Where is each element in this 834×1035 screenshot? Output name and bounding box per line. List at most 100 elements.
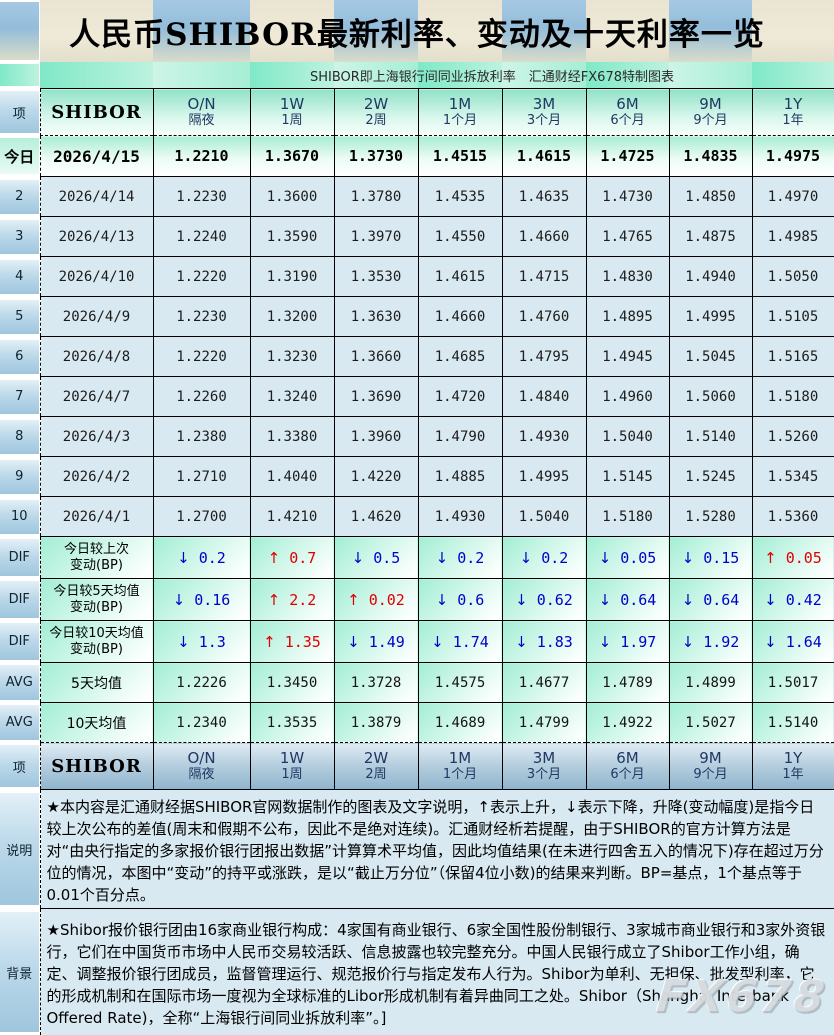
tenor-cn: 1个月 — [442, 113, 478, 128]
trend-arrow-icon: ↓ — [598, 590, 612, 609]
rate-cell: 1.5040 — [585, 416, 670, 457]
tenor-header: 9M 9个月 — [668, 88, 753, 136]
today-row: 今日 2026/4/15 1.2210 1.3670 1.3730 1.4515… — [0, 135, 834, 177]
dif-value: 0.2 — [198, 548, 226, 567]
row-index-chip: 8 — [0, 419, 39, 454]
dif-value: 1.64 — [785, 632, 822, 651]
title-stripe — [418, 0, 502, 62]
trend-arrow-icon: ↓ — [431, 632, 444, 651]
dif-label-line2: 变动(BP) — [70, 599, 123, 615]
trend-arrow-icon: ↓ — [681, 548, 695, 567]
dif-value: 0.64 — [620, 590, 657, 609]
rate-row: 8 2026/4/3 1.2380 1.3380 1.3960 1.4790 1… — [0, 416, 834, 457]
rate-cell: 1.4895 — [585, 296, 670, 337]
tenor-code: 3M — [532, 749, 556, 767]
rate-cell: 1.4730 — [585, 176, 670, 217]
rate-cell: 1.3730 — [333, 135, 419, 177]
dif-label-line2: 变动(BP) — [70, 641, 123, 657]
rate-cell: 1.2240 — [152, 216, 251, 257]
title-stripe — [334, 0, 418, 62]
date-cell: 2026/4/7 — [39, 376, 154, 417]
tenor-code: 1W — [279, 749, 305, 767]
rate-cell: 1.4615 — [417, 256, 503, 297]
date-cell: 2026/4/14 — [39, 176, 154, 217]
rate-cell: 1.4985 — [751, 216, 834, 257]
dif-value: 0.64 — [703, 590, 740, 609]
rate-cell: 1.4995 — [668, 296, 753, 337]
avg-cell: 1.2226 — [152, 662, 251, 703]
dif-cell: ↓ 1.83 — [501, 620, 587, 663]
dif-row: DIF 今日较上次 变动(BP) ↓ 0.2 ↑ 0.7 ↓ 0.5 ↓ 0.2 ↓ 0.2… — [0, 536, 834, 579]
avg-cell: 1.4575 — [417, 662, 503, 703]
rate-cell: 1.4515 — [417, 135, 503, 177]
tenor-header: O/N 隔夜 — [152, 88, 251, 136]
shibor-header: SHIBOR — [39, 88, 154, 136]
dif-label-line2: 变动(BP) — [70, 557, 123, 573]
rate-cell: 1.2220 — [152, 336, 251, 377]
tenor-code: 1M — [448, 95, 472, 113]
rate-cell: 1.4210 — [249, 496, 335, 537]
rate-cell: 1.4885 — [417, 456, 503, 497]
title-stripe — [250, 0, 334, 62]
tenor-code: 2W — [363, 749, 389, 767]
dif-label: 今日较10天均值 变动(BP) — [39, 620, 154, 663]
tenor-code: 2W — [363, 95, 389, 113]
rate-cell: 1.4615 — [501, 135, 587, 177]
tenor-header: 6M 6个月 — [585, 742, 670, 790]
row-index-chip: 今日 — [0, 138, 39, 174]
tenor-cn: 9个月 — [693, 767, 728, 782]
tenor-code: 1Y — [783, 749, 803, 767]
dif-cell: ↓ 1.49 — [333, 620, 419, 663]
rate-row: 7 2026/4/7 1.2260 1.3240 1.3690 1.4720 1… — [0, 376, 834, 417]
rate-cell: 1.5050 — [751, 256, 834, 297]
footer-header-row: 项 SHIBOR O/N 隔夜 1W 1周 2W 2周 1M 1个月 3M 3个月 6M 6… — [0, 742, 834, 790]
title-stripe — [40, 0, 153, 62]
rate-cell: 1.5245 — [668, 456, 753, 497]
rate-cell: 1.3380 — [249, 416, 335, 457]
trend-arrow-icon: ↓ — [435, 590, 449, 609]
date-cell: 2026/4/15 — [39, 135, 154, 177]
trend-arrow-icon: ↑ — [263, 632, 276, 651]
avg-cell: 1.5140 — [751, 702, 834, 743]
subtitle-band: SHIBOR即上海银行间同业拆放利率 汇通财经FX678特制图表 — [0, 62, 834, 88]
tenor-header: 6M 6个月 — [585, 88, 670, 136]
gutter-cell: 背景 — [0, 909, 40, 1035]
rate-cell: 1.2230 — [152, 176, 251, 217]
section-label: 说明 — [0, 793, 39, 905]
tenor-header: 1Y 1年 — [751, 742, 834, 790]
gutter-cell: AVG — [0, 703, 40, 743]
avg-cell: 1.4799 — [501, 702, 587, 743]
dif-value: 0.62 — [536, 590, 573, 609]
shibor-header: SHIBOR — [39, 742, 154, 790]
tenor-code: 9M — [699, 749, 722, 767]
row-index-chip: 6 — [0, 339, 39, 374]
gutter-cell: 5 — [0, 297, 40, 337]
subtitle-stripe — [752, 62, 834, 88]
avg-cell: 1.5027 — [668, 702, 753, 743]
rate-cell: 1.3600 — [249, 176, 335, 217]
dif-cell: ↓ 1.64 — [751, 620, 834, 663]
avg-cell: 1.3450 — [249, 662, 335, 703]
avg-label: 10天均值 — [39, 702, 154, 743]
date-cell: 2026/4/1 — [39, 496, 154, 537]
rate-cell: 1.3960 — [333, 416, 419, 457]
rate-cell: 1.4660 — [501, 216, 587, 257]
date-cell: 2026/4/10 — [39, 256, 154, 297]
dif-value: 0.02 — [368, 590, 405, 609]
dif-cell: ↓ 0.2 — [501, 536, 587, 579]
background-cell: ★Shibor报价银行团由16家商业银行构成：4家国有商业银行、6家全国性股份制… — [39, 908, 834, 1035]
rate-cell: 1.5360 — [751, 496, 834, 537]
rate-cell: 1.5345 — [751, 456, 834, 497]
trend-arrow-icon: ↓ — [519, 548, 533, 567]
rate-row: 2 2026/4/14 1.2230 1.3600 1.3780 1.4535 … — [0, 176, 834, 217]
title-stripe — [502, 0, 586, 62]
subtitle-stripe — [153, 62, 250, 88]
trend-arrow-icon: ↓ — [681, 632, 695, 651]
rate-cell: 1.3970 — [333, 216, 419, 257]
dif-value: 1.83 — [536, 632, 573, 651]
tenor-header: 9M 9个月 — [668, 742, 753, 790]
trend-arrow-icon: ↑ — [267, 590, 281, 609]
trend-arrow-icon: ↑ — [764, 548, 777, 567]
rate-cell: 1.2380 — [152, 416, 251, 457]
